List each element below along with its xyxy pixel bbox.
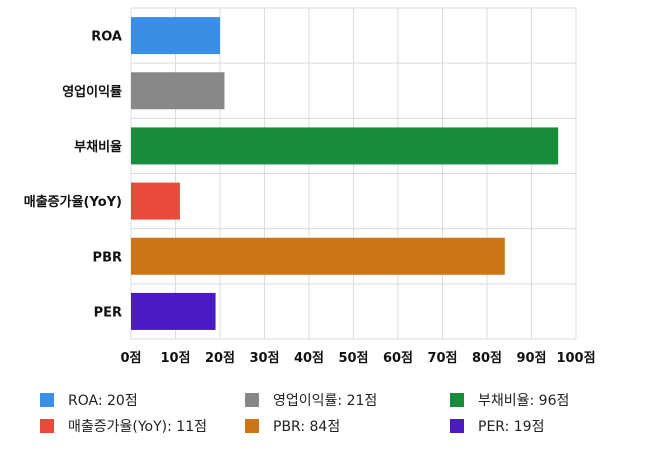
bar: [131, 292, 216, 330]
legend-item: ROA: 20점: [40, 390, 138, 410]
legend-swatch: [450, 419, 464, 433]
bar: [131, 17, 220, 55]
legend-item: PER: 19점: [450, 416, 544, 436]
category-label: 부채비율: [74, 139, 122, 155]
legend: ROA: 20점 영업이익률: 21점 부채비율: 96점 매출증가율(YoY)…: [40, 390, 640, 440]
legend-swatch: [40, 419, 54, 433]
x-tick-label: 70점: [427, 351, 457, 366]
legend-item: 부채비율: 96점: [450, 390, 569, 410]
category-label: ROA: [91, 30, 122, 45]
legend-label: PER: 19점: [478, 419, 545, 435]
x-tick-label: 10점: [160, 351, 190, 366]
legend-label: PBR: 84점: [273, 419, 341, 435]
category-label: 매출증가율(YoY): [24, 194, 122, 210]
x-tick-label: 80점: [472, 351, 502, 366]
legend-swatch: [40, 393, 54, 407]
bars: [131, 17, 559, 330]
x-axis-ticks: 0점 10점 20점 30점 40점 50점 60점 70점 80점 90점 100점: [120, 351, 595, 366]
legend-label: 매출증가율(YoY): 11점: [68, 419, 207, 435]
x-tick-label: 100점: [556, 351, 595, 366]
legend-swatch: [450, 393, 464, 407]
x-tick-label: 90점: [516, 351, 546, 366]
legend-label: ROA: 20점: [68, 393, 138, 409]
bar: [131, 127, 559, 165]
x-tick-label: 0점: [120, 351, 141, 366]
bar: [131, 72, 225, 110]
x-tick-label: 30점: [249, 351, 279, 366]
category-label: PER: [94, 305, 122, 320]
grid: [130, 7, 577, 340]
bar: [131, 237, 505, 275]
legend-swatch: [245, 393, 259, 407]
legend-item: 영업이익률: 21점: [245, 390, 377, 410]
category-label: 영업이익률: [62, 84, 122, 100]
legend-label: 영업이익률: 21점: [273, 393, 378, 409]
legend-item: PBR: 84점: [245, 416, 340, 436]
legend-item: 매출증가율(YoY): 11점: [40, 416, 207, 436]
bar: [131, 182, 180, 220]
x-tick-label: 50점: [338, 351, 368, 366]
x-tick-label: 40점: [294, 351, 324, 366]
x-tick-label: 60점: [383, 351, 413, 366]
legend-swatch: [245, 419, 259, 433]
legend-label: 부채비율: 96점: [478, 393, 570, 409]
x-tick-label: 20점: [205, 351, 235, 366]
category-label: PBR: [93, 250, 122, 265]
